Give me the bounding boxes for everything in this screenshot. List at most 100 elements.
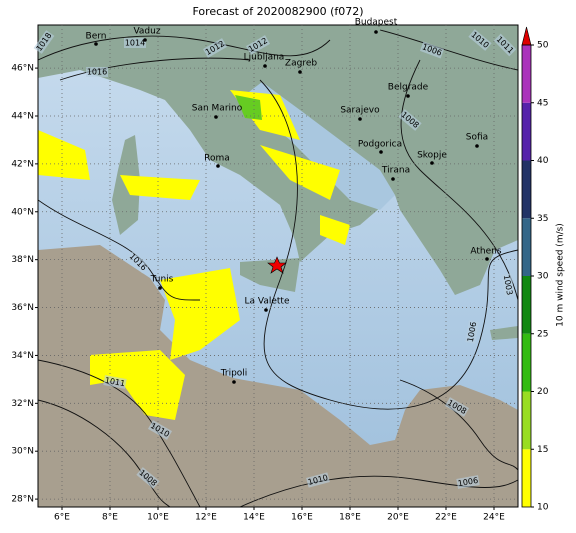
- city-dot: [374, 30, 378, 34]
- x-tick-label: 24°E: [483, 513, 505, 523]
- y-tick-label: 44°N: [11, 111, 34, 121]
- colorbar-segment: [522, 45, 531, 103]
- city-dot: [143, 38, 147, 42]
- colorbar-tick-label: 40: [537, 156, 549, 166]
- city-label: Bern: [86, 32, 107, 42]
- city-dot: [379, 150, 383, 154]
- colorbar-label: 10 m wind speed (m/s): [556, 223, 566, 327]
- isobar-label-bg: [444, 397, 470, 417]
- city-dot: [264, 308, 268, 312]
- colorbar-tick-label: 30: [537, 272, 549, 282]
- x-tick-label: 6°E: [54, 513, 70, 523]
- isobar-label-bg: [501, 273, 515, 297]
- colorbar-segment: [522, 276, 531, 334]
- isobars: [38, 29, 518, 507]
- colorbar-tick-label: 45: [537, 98, 548, 108]
- y-tick-label: 28°N: [11, 495, 34, 505]
- colorbar-tick-label: 20: [537, 387, 549, 397]
- colorbar-segment: [522, 449, 531, 507]
- city-label: Sofia: [466, 133, 488, 143]
- colorbar-tick-label: 15: [537, 445, 548, 455]
- x-tick-label: 14°E: [243, 513, 265, 523]
- city-dot: [298, 70, 302, 74]
- isobar-label-bg: [398, 109, 422, 131]
- city-dot: [232, 380, 236, 384]
- isobar-label-bg: [493, 33, 517, 57]
- x-tick-label: 20°E: [387, 513, 409, 523]
- title: Forecast of 2020082900 (f072): [192, 5, 363, 18]
- city-label: Ljubljana: [244, 53, 285, 63]
- colorbar-tick-label: 50: [537, 41, 549, 51]
- y-tick-label: 42°N: [11, 159, 34, 169]
- colorbar-tick-label: 35: [537, 214, 548, 224]
- x-tick-label: 12°E: [195, 513, 217, 523]
- city-dot: [263, 64, 267, 68]
- y-tick-label: 34°N: [11, 351, 34, 361]
- city-label: Tripoli: [220, 369, 248, 379]
- colorbar-tick-label: 10: [537, 503, 549, 513]
- city-dot: [358, 117, 362, 121]
- city-label: Skopje: [417, 151, 447, 161]
- city-label: Vaduz: [133, 27, 160, 37]
- isobar-label-bg: [465, 320, 479, 344]
- city-label: Tirana: [381, 166, 410, 176]
- isobar-label: 1014: [125, 39, 145, 48]
- city-dot: [158, 286, 162, 290]
- isobar-label-bg: [124, 38, 146, 48]
- city-label: Zagreb: [285, 59, 317, 69]
- isobar-label-bg: [147, 420, 173, 440]
- isobar-label-bg: [126, 250, 150, 274]
- city-label: Tunis: [150, 275, 174, 285]
- colorbar-tick-label: 25: [537, 329, 548, 339]
- isobar-label: 1006: [457, 476, 479, 488]
- city-label: San Marino: [192, 104, 243, 114]
- city-label: Belgrade: [388, 83, 429, 93]
- center-star: [267, 256, 287, 274]
- city-dot: [485, 257, 489, 261]
- city-label: Roma: [204, 154, 230, 164]
- isobar-label: 1003: [502, 274, 514, 296]
- wind-areas: [38, 90, 350, 420]
- y-tick-label: 36°N: [11, 303, 34, 313]
- city-dot: [214, 115, 218, 119]
- y-tick-label: 32°N: [11, 399, 34, 409]
- isobar-label-bg: [103, 375, 127, 389]
- x-tick-label: 18°E: [339, 513, 361, 523]
- colorbar-extend: [521, 26, 532, 46]
- city-label: Athens: [470, 247, 501, 257]
- city-label: Sarajevo: [340, 106, 380, 116]
- y-tick-label: 38°N: [11, 255, 34, 265]
- colorbar-segment: [522, 218, 531, 276]
- city-dot: [391, 177, 395, 181]
- isobar-label-bg: [456, 475, 480, 489]
- x-tick-label: 22°E: [435, 513, 457, 523]
- wind-area-strong: [235, 95, 262, 120]
- x-tick-label: 16°E: [291, 513, 313, 523]
- isobar-label-bg: [86, 67, 108, 77]
- city-label: Budapest: [355, 18, 398, 28]
- x-tick-label: 8°E: [102, 513, 118, 523]
- y-tick-label: 40°N: [11, 207, 34, 217]
- isobar-label: 1011: [104, 376, 126, 388]
- colorbar-segment: [522, 160, 531, 219]
- y-tick-label: 30°N: [11, 447, 34, 457]
- city-dot: [94, 42, 98, 46]
- city-dot: [406, 94, 410, 98]
- frame: [37, 24, 519, 508]
- city-dot: [216, 164, 220, 168]
- y-tick-label: 46°N: [11, 64, 34, 74]
- crete: [490, 326, 518, 340]
- city-dot: [475, 144, 479, 148]
- isobar-label-bg: [136, 467, 160, 489]
- colorbar-segment: [522, 333, 531, 392]
- isobar-label-bg: [245, 35, 271, 55]
- city-label: Podgorica: [358, 140, 402, 150]
- x-tick-label: 10°E: [147, 513, 169, 523]
- isobar-label-bg: [468, 29, 492, 51]
- city-dot: [430, 161, 434, 165]
- isobar-label-bg: [306, 472, 330, 488]
- colorbar-segment: [522, 391, 531, 450]
- isobar-label-bg: [419, 41, 445, 59]
- isobar-label-bg: [202, 38, 228, 58]
